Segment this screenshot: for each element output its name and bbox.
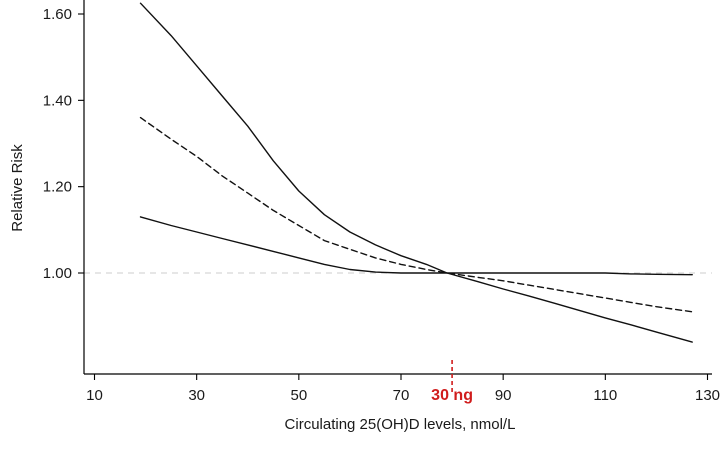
x-tick-label: 10 <box>86 387 103 404</box>
y-tick-label: 1.40 <box>43 92 72 109</box>
y-tick-label: 1.00 <box>43 265 72 282</box>
y-tick-label: 1.20 <box>43 179 72 196</box>
x-tick-label: 70 <box>393 387 410 404</box>
x-ticks: 10 30 50 70 90 110 130 <box>86 374 720 404</box>
series-line-lower-ci <box>139 216 693 343</box>
y-tick-label: 1.60 <box>43 6 72 23</box>
series-line-upper-ci <box>139 2 693 276</box>
y-axis-title: Relative Risk <box>9 144 26 232</box>
series-layer <box>139 2 693 343</box>
series-line-point-estimate <box>139 116 693 313</box>
x-axis-title: Circulating 25(OH)D levels, nmol/L <box>285 416 516 433</box>
x-tick-label: 90 <box>495 387 512 404</box>
x-tick-label: 110 <box>593 387 617 404</box>
threshold-label: 30 ng <box>431 387 473 404</box>
axis-layer <box>83 0 712 375</box>
threshold-layer: 30 ng <box>431 360 473 404</box>
x-tick-label: 30 <box>188 387 205 404</box>
x-tick-label: 50 <box>290 387 307 404</box>
y-ticks: 1.00 1.20 1.40 1.60 <box>43 6 84 282</box>
x-tick-label: 130 <box>695 387 720 404</box>
